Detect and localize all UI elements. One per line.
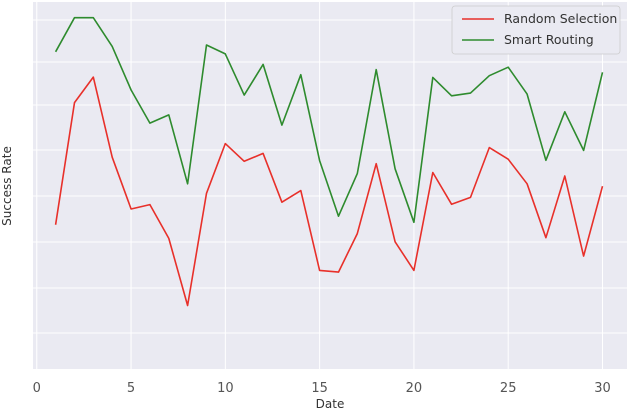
x-tick-label: 0: [33, 381, 41, 396]
x-tick-label: 25: [500, 381, 517, 396]
x-tick-label: 5: [127, 381, 135, 396]
series-layer: [54, 16, 604, 307]
x-tick-label: 30: [594, 381, 611, 396]
y-axis-title: Success Rate: [0, 146, 14, 226]
series-line-smart-routing: [54, 16, 604, 224]
legend-box: [451, 5, 621, 55]
series-line-random-selection: [54, 76, 604, 307]
legend: Random Selection Smart Routing: [451, 5, 621, 55]
x-axis-title: Date: [316, 397, 345, 410]
x-axis-ticks: 0 5 10 15 20 25 30: [33, 381, 611, 396]
x-tick-label: 20: [406, 381, 423, 396]
x-tick-label: 15: [311, 381, 328, 396]
legend-label-random-selection: Random Selection: [504, 11, 617, 26]
grid-lines: [33, 2, 627, 369]
legend-label-smart-routing: Smart Routing: [504, 32, 594, 47]
x-tick-label: 10: [217, 381, 234, 396]
